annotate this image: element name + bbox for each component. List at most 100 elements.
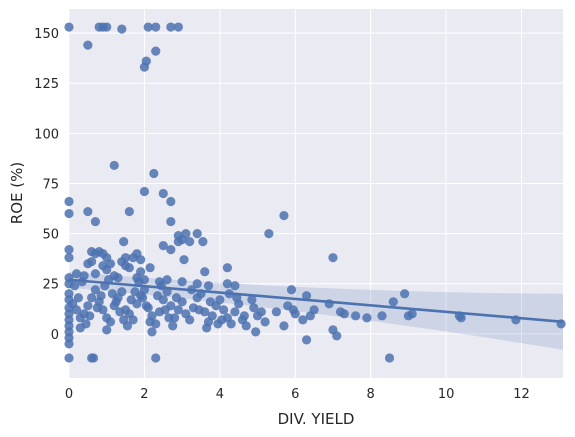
data-point [151, 46, 161, 56]
data-point [407, 309, 417, 319]
data-point [171, 293, 182, 303]
data-point [139, 186, 150, 197]
data-point [279, 321, 289, 331]
data-point [162, 275, 172, 285]
data-point [166, 216, 176, 227]
data-point [298, 315, 308, 325]
data-point [85, 311, 95, 321]
data-point [166, 22, 176, 32]
data-point [160, 305, 170, 315]
x-tick-label: 12 [513, 387, 530, 402]
data-point [83, 206, 93, 217]
data-point [143, 22, 153, 32]
data-point [198, 237, 208, 247]
data-point [81, 319, 91, 329]
data-point [83, 301, 93, 311]
data-point [251, 327, 261, 337]
y-tick-label: 0 [51, 328, 59, 343]
data-point [119, 237, 129, 247]
data-point [230, 307, 240, 317]
data-point [102, 265, 112, 275]
x-tick-label: 0 [65, 387, 73, 402]
data-point [102, 22, 112, 32]
x-axis-label: DIV. YIELD [278, 410, 355, 428]
data-point [115, 307, 125, 317]
data-point [117, 287, 127, 297]
data-point [151, 353, 161, 363]
data-point [134, 277, 144, 287]
y-tick-label: 100 [34, 127, 59, 142]
data-point [400, 289, 410, 299]
data-point [90, 269, 100, 279]
data-point [388, 297, 398, 307]
data-point [88, 353, 99, 363]
regression-line [68, 278, 564, 324]
data-point [271, 307, 282, 317]
data-point [124, 263, 134, 273]
data-point [105, 317, 116, 327]
data-point [64, 295, 74, 305]
data-point [90, 216, 100, 227]
data-point [350, 311, 361, 321]
data-point [113, 273, 123, 283]
data-point [219, 305, 229, 315]
data-point [239, 311, 249, 321]
data-point [139, 62, 150, 72]
data-point [362, 313, 372, 323]
data-point [151, 22, 161, 32]
data-point [87, 293, 97, 303]
data-point [194, 305, 204, 315]
data-point [301, 291, 312, 301]
y-tick-labels: 0 25 50 75 100 125 150 [34, 27, 59, 343]
data-point [64, 253, 74, 263]
data-point [145, 263, 155, 273]
data-point [149, 168, 159, 179]
data-point [126, 295, 136, 305]
data-point [226, 319, 236, 329]
x-tick-label: 4 [216, 387, 224, 402]
y-axis-label: ROE (%) [8, 162, 26, 224]
data-point [83, 40, 93, 50]
data-point [158, 188, 168, 199]
data-point [87, 257, 97, 267]
data-point [177, 235, 187, 245]
data-point [230, 281, 240, 291]
data-point [122, 321, 133, 331]
data-point [92, 303, 102, 313]
data-point [217, 315, 227, 325]
data-point [71, 305, 82, 315]
data-point [377, 311, 387, 321]
data-point [166, 245, 176, 255]
data-point [173, 305, 183, 315]
data-point [64, 279, 74, 289]
y-tick-label: 75 [42, 177, 59, 192]
data-point [192, 229, 202, 239]
data-point [141, 301, 151, 311]
x-tick-label: 8 [367, 387, 375, 402]
x-tick-labels: 0 2 4 6 8 10 12 [65, 387, 530, 402]
data-point [166, 196, 176, 207]
data-point [328, 253, 338, 263]
data-point [96, 291, 106, 301]
data-point [260, 317, 270, 327]
y-tick-label: 150 [34, 27, 59, 42]
regression-line-layer [68, 278, 564, 324]
data-point [200, 267, 210, 277]
data-point [64, 208, 74, 219]
data-point [73, 293, 84, 303]
data-point [117, 24, 127, 34]
data-point [64, 22, 74, 32]
x-tick-label: 10 [438, 387, 455, 402]
data-point [64, 245, 74, 255]
data-point [145, 317, 155, 327]
scatter-points [64, 22, 566, 363]
data-point [111, 297, 121, 307]
y-tick-label: 25 [42, 278, 59, 293]
data-point [286, 285, 297, 295]
data-point [249, 303, 259, 313]
data-point [247, 295, 257, 305]
data-point [332, 331, 342, 341]
data-point [301, 335, 312, 345]
data-point [192, 279, 202, 289]
